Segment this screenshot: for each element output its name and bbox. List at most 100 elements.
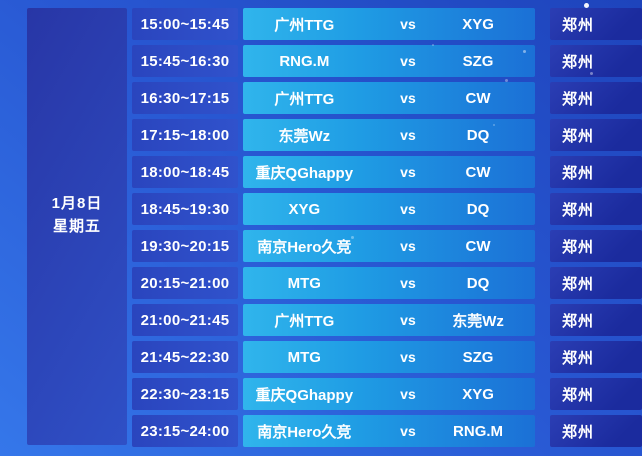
time-range: 22:30~23:15 <box>140 385 230 403</box>
team-b-name: DQ <box>466 274 490 292</box>
team-a-name: 重庆QGhappy <box>255 164 354 182</box>
schedule-rows: 15:00~15:45 广州TTG vs XYG 郑州 15:45~16:30 … <box>132 8 642 452</box>
vs-label: vs <box>400 201 416 217</box>
team-b-name: RNG.M <box>453 422 504 440</box>
sparkle-dot <box>493 124 495 126</box>
match-cell: XYG vs DQ <box>243 193 535 225</box>
location-label: 郑州 <box>561 127 594 145</box>
schedule-row: 19:30~20:15 南京Hero久竞 vs CW 郑州 <box>132 230 642 262</box>
team-b-name: 东莞Wz <box>452 312 504 330</box>
vs-label: vs <box>400 238 416 254</box>
time-cell: 16:30~17:15 <box>132 82 238 114</box>
location-label: 郑州 <box>561 53 594 71</box>
location-label: 郑州 <box>561 16 594 34</box>
team-a-name: RNG.M <box>279 52 330 70</box>
schedule-row: 22:30~23:15 重庆QGhappy vs XYG 郑州 <box>132 378 642 410</box>
team-b-name: DQ <box>466 200 490 218</box>
time-cell: 19:30~20:15 <box>132 230 238 262</box>
time-range: 18:00~18:45 <box>140 163 230 181</box>
time-range: 21:00~21:45 <box>140 311 230 329</box>
location-cell: 郑州 <box>550 119 642 151</box>
schedule-row: 16:30~17:15 广州TTG vs CW 郑州 <box>132 82 642 114</box>
location-cell: 郑州 <box>550 82 642 114</box>
schedule-row: 21:45~22:30 MTG vs SZG 郑州 <box>132 341 642 373</box>
match-cell: 南京Hero久竞 vs RNG.M <box>243 415 535 447</box>
location-cell: 郑州 <box>550 156 642 188</box>
time-cell: 21:00~21:45 <box>132 304 238 336</box>
date-text: 1月8日 星期五 <box>52 192 103 238</box>
team-a-name: 广州TTG <box>274 16 335 34</box>
time-range: 20:15~21:00 <box>140 274 230 292</box>
location-cell: 郑州 <box>550 45 642 77</box>
vs-label: vs <box>400 16 416 32</box>
team-a-name: 广州TTG <box>274 90 335 108</box>
team-a-name: 南京Hero久竞 <box>257 423 352 441</box>
location-cell: 郑州 <box>550 267 642 299</box>
sparkle-dot <box>432 44 434 46</box>
match-cell: 广州TTG vs 东莞Wz <box>243 304 535 336</box>
time-cell: 17:15~18:00 <box>132 119 238 151</box>
location-label: 郑州 <box>561 238 594 256</box>
time-cell: 20:15~21:00 <box>132 267 238 299</box>
time-cell: 18:00~18:45 <box>132 156 238 188</box>
location-label: 郑州 <box>561 90 594 108</box>
time-range: 15:00~15:45 <box>140 15 230 33</box>
team-b-name: XYG <box>462 15 494 33</box>
vs-label: vs <box>400 127 416 143</box>
time-cell: 22:30~23:15 <box>132 378 238 410</box>
team-a-name: MTG <box>287 274 321 292</box>
team-b-name: CW <box>465 163 491 181</box>
time-cell: 18:45~19:30 <box>132 193 238 225</box>
team-b-name: DQ <box>466 126 490 144</box>
time-range: 21:45~22:30 <box>140 348 230 366</box>
vs-label: vs <box>400 386 416 402</box>
team-a-name: 广州TTG <box>274 312 335 330</box>
location-label: 郑州 <box>561 386 594 404</box>
date-month-day: 1月8日 <box>51 194 103 212</box>
team-a-name: MTG <box>287 348 321 366</box>
team-b-name: CW <box>465 237 491 255</box>
schedule-row: 20:15~21:00 MTG vs DQ 郑州 <box>132 267 642 299</box>
match-cell: 重庆QGhappy vs CW <box>243 156 535 188</box>
time-range: 23:15~24:00 <box>140 422 230 440</box>
vs-label: vs <box>400 423 416 439</box>
vs-label: vs <box>400 275 416 291</box>
team-b-name: SZG <box>462 52 494 70</box>
sparkle-dot <box>351 236 354 239</box>
vs-label: vs <box>400 53 416 69</box>
match-cell: MTG vs SZG <box>243 341 535 373</box>
location-label: 郑州 <box>561 349 594 367</box>
time-cell: 15:00~15:45 <box>132 8 238 40</box>
vs-label: vs <box>400 90 416 106</box>
date-cell: 1月8日 星期五 <box>27 8 127 445</box>
time-range: 18:45~19:30 <box>140 200 230 218</box>
location-label: 郑州 <box>561 423 594 441</box>
vs-label: vs <box>400 349 416 365</box>
time-cell: 23:15~24:00 <box>132 415 238 447</box>
sparkle-dot <box>584 3 589 8</box>
match-cell: 东莞Wz vs DQ <box>243 119 535 151</box>
schedule-row: 17:15~18:00 东莞Wz vs DQ 郑州 <box>132 119 642 151</box>
date-weekday: 星期五 <box>52 217 101 235</box>
schedule-row: 23:15~24:00 南京Hero久竞 vs RNG.M 郑州 <box>132 415 642 447</box>
vs-label: vs <box>400 164 416 180</box>
match-cell: MTG vs DQ <box>243 267 535 299</box>
match-cell: 广州TTG vs XYG <box>243 8 535 40</box>
time-cell: 15:45~16:30 <box>132 45 238 77</box>
time-range: 15:45~16:30 <box>140 52 230 70</box>
match-cell: 广州TTG vs CW <box>243 82 535 114</box>
schedule-row: 21:00~21:45 广州TTG vs 东莞Wz 郑州 <box>132 304 642 336</box>
location-cell: 郑州 <box>550 193 642 225</box>
location-cell: 郑州 <box>550 415 642 447</box>
location-cell: 郑州 <box>550 8 642 40</box>
location-label: 郑州 <box>561 164 594 182</box>
location-cell: 郑州 <box>550 341 642 373</box>
schedule-row: 15:00~15:45 广州TTG vs XYG 郑州 <box>132 8 642 40</box>
schedule-row: 18:00~18:45 重庆QGhappy vs CW 郑州 <box>132 156 642 188</box>
match-cell: 重庆QGhappy vs XYG <box>243 378 535 410</box>
team-b-name: XYG <box>462 385 494 403</box>
location-cell: 郑州 <box>550 378 642 410</box>
time-range: 17:15~18:00 <box>140 126 230 144</box>
schedule-row: 15:45~16:30 RNG.M vs SZG 郑州 <box>132 45 642 77</box>
